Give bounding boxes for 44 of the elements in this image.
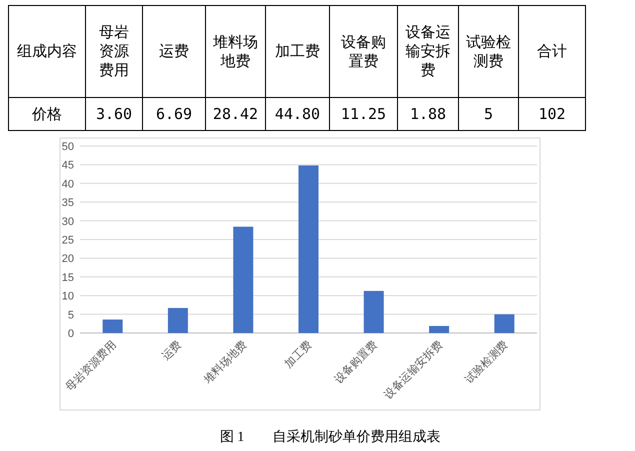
bar xyxy=(364,290,384,333)
x-tick-label: 加工费 xyxy=(282,338,315,370)
y-tick-label: 50 xyxy=(62,141,74,153)
y-tick-label: 35 xyxy=(62,197,74,210)
bar xyxy=(233,226,254,333)
bar xyxy=(168,308,188,333)
text: 组成内容 xyxy=(8,6,86,98)
text: 6.69 xyxy=(156,105,192,123)
x-tick-label: 堆料场地费 xyxy=(200,338,250,387)
y-tick-label: 45 xyxy=(62,160,74,172)
category-label: 合计 xyxy=(518,6,586,98)
x-tick-label: 设备运输安拆费 xyxy=(382,338,446,402)
text: 44.80 xyxy=(274,105,320,123)
bar xyxy=(298,165,318,333)
category-label: 母岩资源费用 xyxy=(86,6,142,98)
category-label: 设备购置费 xyxy=(330,6,398,98)
x-tick-label: 母岩资源费用 xyxy=(62,338,119,394)
category-label: 试验检测费 xyxy=(458,6,518,98)
y-tick-label: 20 xyxy=(62,253,74,266)
text: 102 xyxy=(538,105,566,123)
category-label: 运费 xyxy=(142,6,206,98)
text: 价格 xyxy=(8,98,86,130)
x-tick-label: 设备购置费 xyxy=(332,338,380,386)
x-tick-label: 运费 xyxy=(159,338,184,363)
bar xyxy=(102,320,123,333)
y-tick-label: 10 xyxy=(62,290,74,303)
category-label: 设备运输安拆费 xyxy=(398,6,458,98)
y-tick-label: 25 xyxy=(62,234,74,246)
text: 图 1 自采机制砂单价费用组成表 xyxy=(220,429,440,445)
text: 5 xyxy=(484,105,494,123)
y-tick-label: 15 xyxy=(62,272,74,284)
y-tick-label: 0 xyxy=(68,328,74,340)
text: 1.88 xyxy=(410,105,446,123)
text: 28.42 xyxy=(212,105,258,123)
bar xyxy=(429,326,450,333)
text: 3.60 xyxy=(96,105,132,123)
text: 11.25 xyxy=(340,105,386,123)
x-tick-label: 试验检测费 xyxy=(462,338,510,386)
bar xyxy=(494,314,514,333)
category-label: 堆料场地费 xyxy=(206,6,266,98)
category-label: 加工费 xyxy=(266,6,330,98)
y-tick-label: 30 xyxy=(62,216,74,228)
y-tick-label: 40 xyxy=(62,178,74,190)
y-tick-label: 5 xyxy=(68,309,74,322)
